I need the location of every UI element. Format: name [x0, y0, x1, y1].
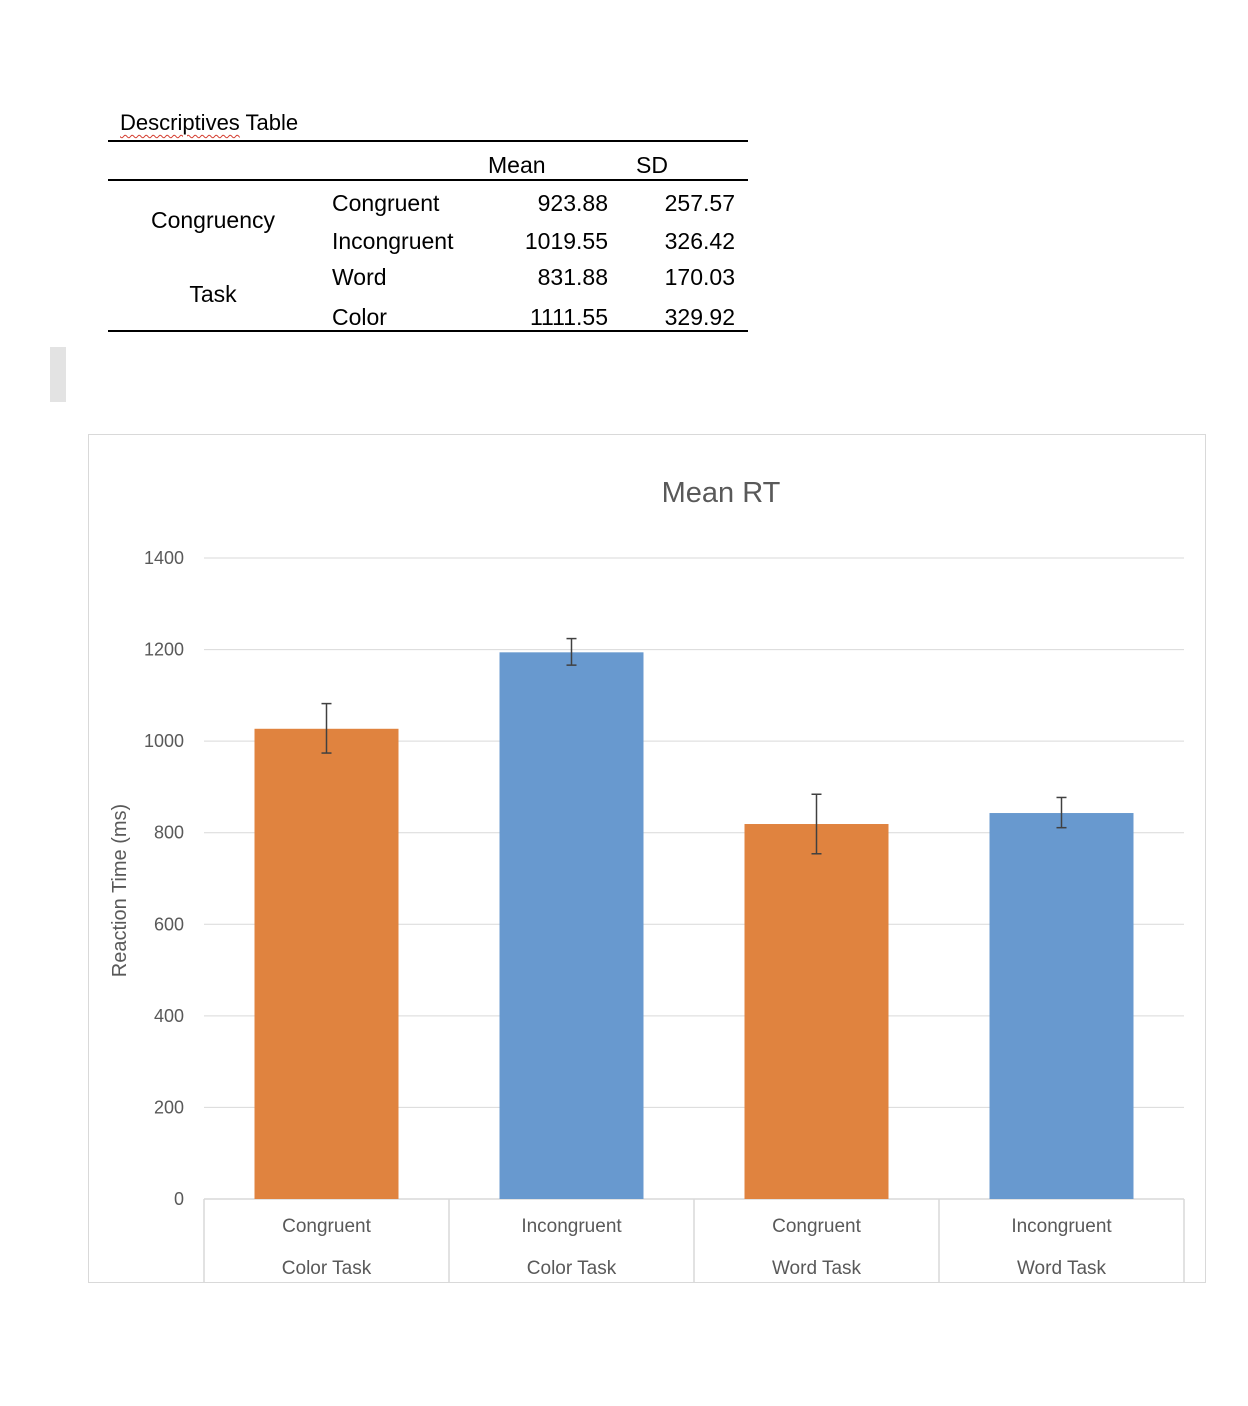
row-sd: 170.03	[664, 264, 735, 290]
row-sd: 326.42	[664, 228, 735, 254]
row-level: Incongruent	[332, 228, 454, 254]
mean-rt-chart: Mean RT 0 200 400 600 800 1000 1200 1400 Reaction…	[109, 477, 1185, 1282]
descriptives-table: Mean SD Congruency Congruent 923.88 257.…	[108, 140, 748, 332]
x-group-label: Color Task	[527, 1258, 617, 1279]
y-tick-label: 400	[154, 1006, 184, 1026]
row-mean: 923.88	[537, 190, 608, 216]
x-category-label: Congruent	[772, 1216, 861, 1237]
table-caption: Descriptives Table	[120, 110, 298, 136]
x-category-label: Incongruent	[1011, 1216, 1112, 1237]
chart-title: Mean RT	[662, 477, 781, 509]
y-tick-label: 800	[154, 823, 184, 843]
x-category-label: Incongruent	[521, 1216, 622, 1237]
chart-frame[interactable]: Mean RT 0 200 400 600 800 1000 1200 1400 Reaction…	[88, 434, 1206, 1283]
row-sd: 257.57	[664, 190, 735, 216]
row-mean: 1019.55	[524, 228, 608, 254]
x-group-label: Color Task	[282, 1258, 372, 1279]
y-tick-label: 600	[154, 914, 184, 934]
sidebar-marker	[50, 347, 66, 402]
y-tick-label: 1200	[144, 640, 184, 660]
bar	[499, 652, 644, 1199]
row-level: Congruent	[332, 190, 440, 216]
x-category-label: Congruent	[282, 1216, 371, 1237]
header-sd: SD	[636, 152, 668, 178]
bar	[744, 824, 889, 1199]
y-tick-label: 0	[174, 1189, 184, 1209]
table-header-rule	[108, 179, 748, 181]
header-mean: Mean	[488, 152, 546, 178]
y-axis-label: Reaction Time (ms)	[109, 804, 131, 977]
bar	[254, 728, 399, 1199]
row-level: Word	[332, 264, 387, 290]
table-caption-rest: Table	[239, 110, 299, 135]
row-sd: 329.92	[664, 304, 735, 330]
y-tick-label: 200	[154, 1097, 184, 1117]
y-tick-label: 1400	[144, 548, 184, 568]
row-mean: 831.88	[537, 264, 608, 290]
group-label-task: Task	[189, 281, 237, 307]
bar	[989, 813, 1134, 1199]
y-tick-label: 1000	[144, 731, 184, 751]
group-label-congruency: Congruency	[150, 207, 276, 233]
row-level: Color	[332, 304, 387, 330]
row-mean: 1111.55	[529, 304, 608, 330]
x-group-label: Word Task	[1017, 1258, 1107, 1279]
table-caption-underlined: Descriptives	[120, 110, 240, 135]
x-group-label: Word Task	[772, 1258, 862, 1279]
